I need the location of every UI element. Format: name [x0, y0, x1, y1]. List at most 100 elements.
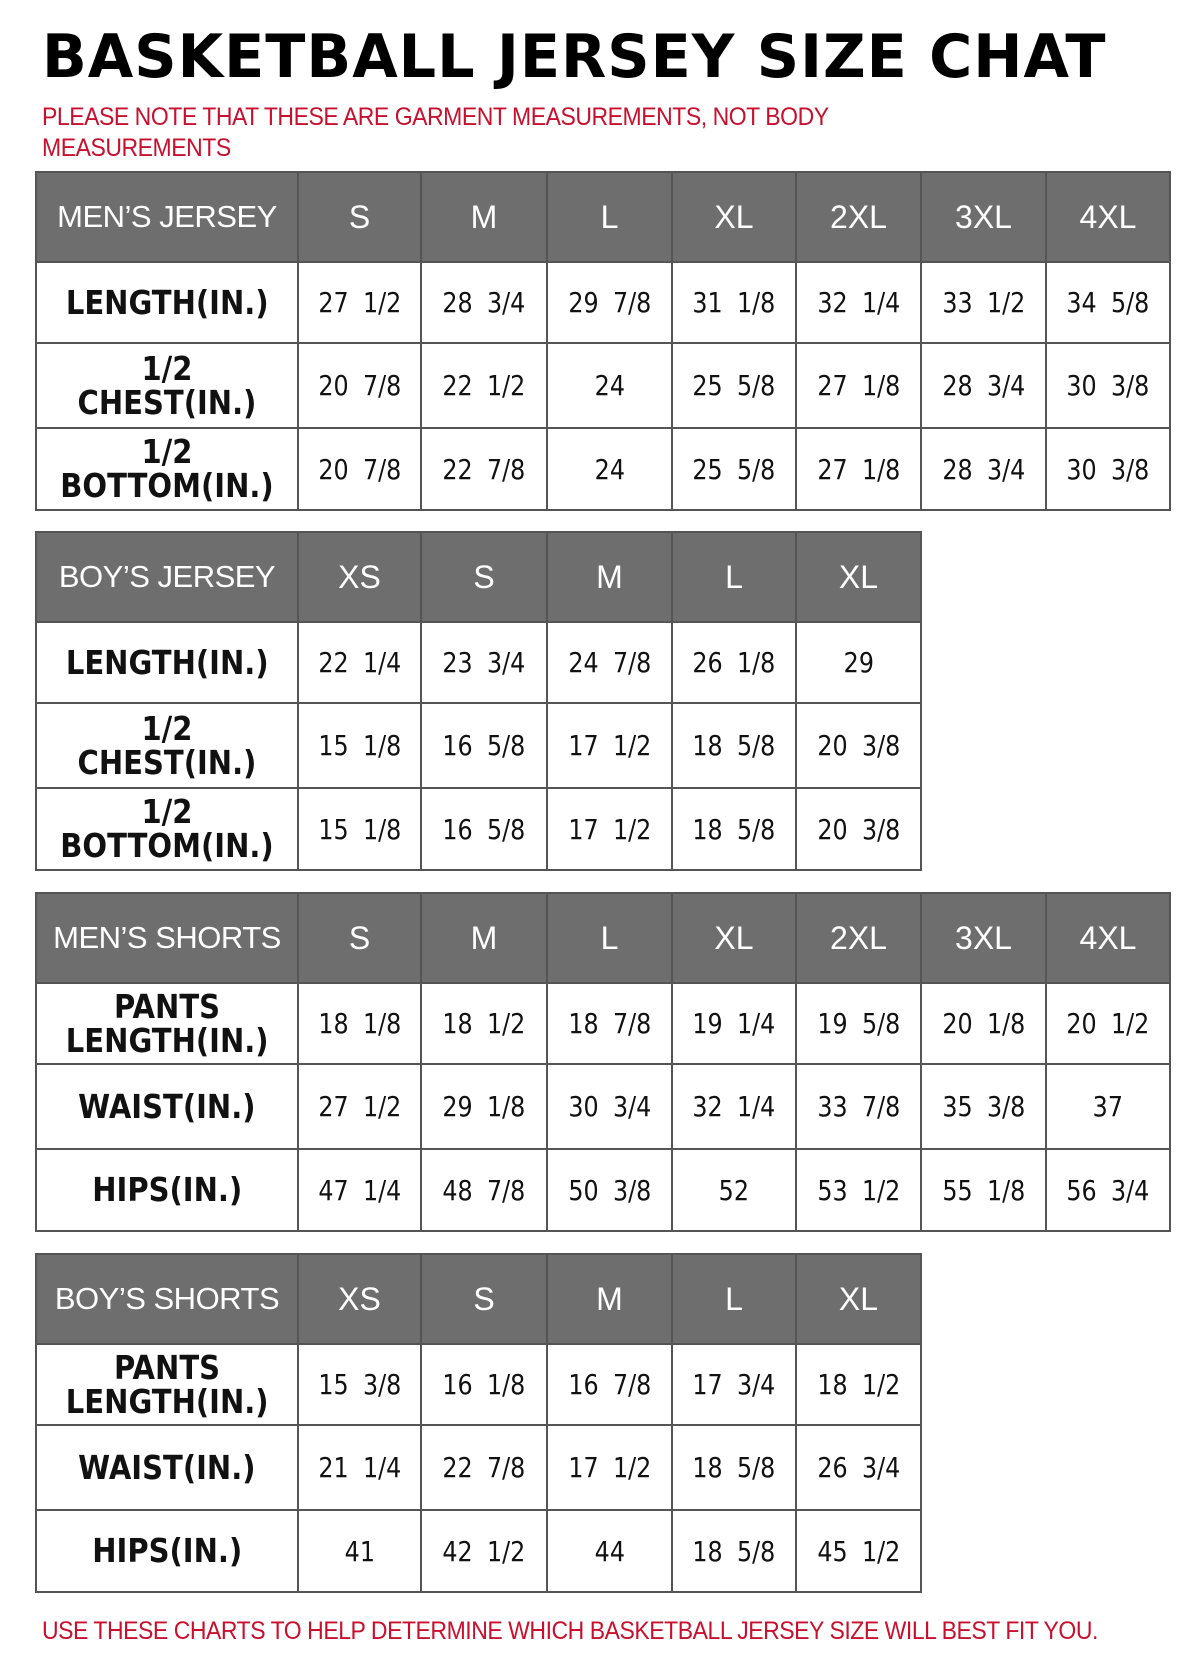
size-header: 3XL [920, 171, 1047, 263]
table-title: MEN’S JERSEY [35, 171, 299, 263]
page-title: BASKETBALL JERSEY SIZE CHAT [42, 22, 1107, 92]
size-header: 3XL [920, 892, 1047, 984]
row-label-text: 1/2 BOTTOM(IN.) [60, 792, 274, 865]
measurement-value: 17 1/2 [568, 812, 651, 846]
table-row: WAIST(IN.) 21 1/4 22 7/8 17 1/2 18 5/8 26 3/4 [35, 1424, 922, 1511]
size-header: M [420, 171, 548, 263]
measurement-value: 32 1/4 [692, 1090, 776, 1123]
size-header: 4XL [1045, 171, 1171, 263]
garment-note: PLEASE NOTE THAT THESE ARE GARMENT MEASU… [42, 103, 829, 162]
measurement-value: 18 1/8 [318, 1007, 401, 1040]
measurement-cell: 18 5/8 [671, 1509, 797, 1593]
size-header: S [420, 531, 548, 623]
measurement-cell: 24 [546, 342, 673, 429]
measurement-cell: 17 1/2 [546, 1424, 673, 1511]
table-header-row: BOY’S JERSEY XS S M L XL [35, 531, 922, 623]
measurement-value: 22 1/4 [318, 646, 401, 679]
measurement-cell: 25 5/8 [671, 342, 797, 429]
size-header: S [420, 1253, 548, 1345]
measurement-value: 18 1/2 [442, 1007, 526, 1040]
table-row: LENGTH(IN.) 22 1/4 23 3/4 24 7/8 26 1/8 29 [35, 621, 922, 704]
mens-jersey-table: MEN’S JERSEY S M L XL 2XL 3XL 4XL LENGTH(IN.) 27 … [35, 171, 1171, 511]
measurement-cell: 27 1/8 [795, 427, 922, 511]
measurement-cell: 24 7/8 [546, 621, 673, 704]
measurement-value: 16 1/8 [442, 1368, 526, 1401]
measurement-value: 41 [344, 1534, 375, 1568]
measurement-cell: 22 1/4 [297, 621, 422, 704]
row-label: WAIST(IN.) [35, 1424, 299, 1511]
measurement-cell: 45 1/2 [795, 1509, 922, 1593]
boys-shorts-table: BOY’S SHORTS XS S M L XL PANTS LENGTH(IN.) 15 3… [35, 1253, 922, 1593]
measurement-cell: 15 1/8 [297, 702, 422, 789]
measurement-cell: 20 1/8 [920, 982, 1047, 1065]
measurement-value: 25 5/8 [692, 452, 776, 486]
measurement-value: 29 [843, 646, 874, 679]
table-row: PANTS LENGTH(IN.) 15 3/8 16 1/8 16 7/8 17 3/… [35, 1343, 922, 1426]
measurement-value: 24 [594, 452, 625, 486]
measurement-value: 19 5/8 [817, 1007, 900, 1040]
table-header-row: BOY’S SHORTS XS S M L XL [35, 1253, 922, 1345]
size-header: 2XL [795, 171, 922, 263]
measurement-value: 28 3/4 [442, 286, 526, 319]
measurement-cell: 48 7/8 [420, 1148, 548, 1232]
measurement-cell: 19 1/4 [671, 982, 797, 1065]
measurement-cell: 27 1/8 [795, 342, 922, 429]
measurement-value: 17 3/4 [692, 1368, 776, 1401]
measurement-cell: 18 1/8 [297, 982, 422, 1065]
row-label: 1/2 CHEST(IN.) [35, 702, 299, 789]
footer-note: USE THESE CHARTS TO HELP DETERMINE WHICH… [42, 1617, 1098, 1645]
size-header: XS [297, 531, 422, 623]
measurement-cell: 56 3/4 [1045, 1148, 1171, 1232]
measurement-cell: 52 [671, 1148, 797, 1232]
measurement-value: 21 1/4 [318, 1451, 401, 1484]
size-header: L [671, 531, 797, 623]
measurement-cell: 21 1/4 [297, 1424, 422, 1511]
size-header: M [546, 531, 673, 623]
size-header: M [420, 892, 548, 984]
measurement-value: 15 1/8 [318, 729, 401, 762]
measurement-cell: 18 5/8 [671, 702, 797, 789]
table-row: PANTS LENGTH(IN.) 18 1/8 18 1/2 18 7/8 19 1/… [35, 982, 1171, 1065]
table-row: HIPS(IN.) 41 42 1/2 44 18 5/8 45 1/2 [35, 1509, 922, 1593]
table-title: BOY’S SHORTS [35, 1253, 299, 1345]
measurement-value: 26 1/8 [692, 646, 776, 679]
size-header: L [546, 171, 673, 263]
row-label-text: 1/2 CHEST(IN.) [77, 348, 257, 422]
measurement-cell: 18 1/2 [795, 1343, 922, 1426]
measurement-cell: 17 1/2 [546, 787, 673, 871]
measurement-value: 35 3/8 [942, 1090, 1025, 1123]
measurement-cell: 31 1/8 [671, 261, 797, 344]
measurement-cell: 16 7/8 [546, 1343, 673, 1426]
measurement-value: 47 1/4 [318, 1173, 401, 1207]
row-label-text: LENGTH(IN.) [65, 282, 269, 322]
measurement-value: 27 1/2 [318, 286, 401, 319]
measurement-cell: 26 3/4 [795, 1424, 922, 1511]
table-row: LENGTH(IN.) 27 1/2 28 3/4 29 7/8 31 1/8 32 1/… [35, 261, 1171, 344]
measurement-cell: 50 3/8 [546, 1148, 673, 1232]
measurement-value: 29 1/8 [442, 1090, 526, 1123]
measurement-value: 15 3/8 [318, 1368, 401, 1401]
size-header: XL [671, 892, 797, 984]
table-title: MEN’S SHORTS [35, 892, 299, 984]
measurement-cell: 33 1/2 [920, 261, 1047, 344]
measurement-cell: 17 1/2 [546, 702, 673, 789]
measurement-value: 18 5/8 [692, 812, 776, 846]
size-header: L [671, 1253, 797, 1345]
table-row: 1/2 BOTTOM(IN.) 20 7/8 22 7/8 24 25 5/8 27 1/… [35, 427, 1171, 511]
measurement-value: 56 3/4 [1066, 1173, 1150, 1207]
table-title: BOY’S JERSEY [35, 531, 299, 623]
measurement-cell: 16 5/8 [420, 787, 548, 871]
measurement-cell: 19 5/8 [795, 982, 922, 1065]
measurement-value: 29 7/8 [568, 286, 651, 319]
measurement-cell: 27 1/2 [297, 1063, 422, 1150]
measurement-cell: 22 1/2 [420, 342, 548, 429]
row-label-text: LENGTH(IN.) [65, 642, 269, 682]
table-row: 1/2 CHEST(IN.) 15 1/8 16 5/8 17 1/2 18 5/8 20… [35, 702, 922, 789]
measurement-cell: 44 [546, 1509, 673, 1593]
measurement-value: 30 3/8 [1066, 452, 1150, 486]
measurement-value: 24 [594, 369, 625, 402]
row-label: LENGTH(IN.) [35, 261, 299, 344]
table-row: WAIST(IN.) 27 1/2 29 1/8 30 3/4 32 1/4 33 7/8… [35, 1063, 1171, 1150]
measurement-value: 18 5/8 [692, 729, 776, 762]
measurement-value: 16 5/8 [442, 812, 526, 846]
